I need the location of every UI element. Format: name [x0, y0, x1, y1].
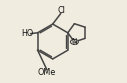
- Text: H: H: [72, 41, 77, 46]
- Text: OMe: OMe: [37, 68, 56, 77]
- Ellipse shape: [70, 39, 78, 44]
- Text: Cl: Cl: [58, 6, 65, 15]
- Text: N: N: [72, 38, 77, 44]
- Text: HO: HO: [21, 29, 34, 38]
